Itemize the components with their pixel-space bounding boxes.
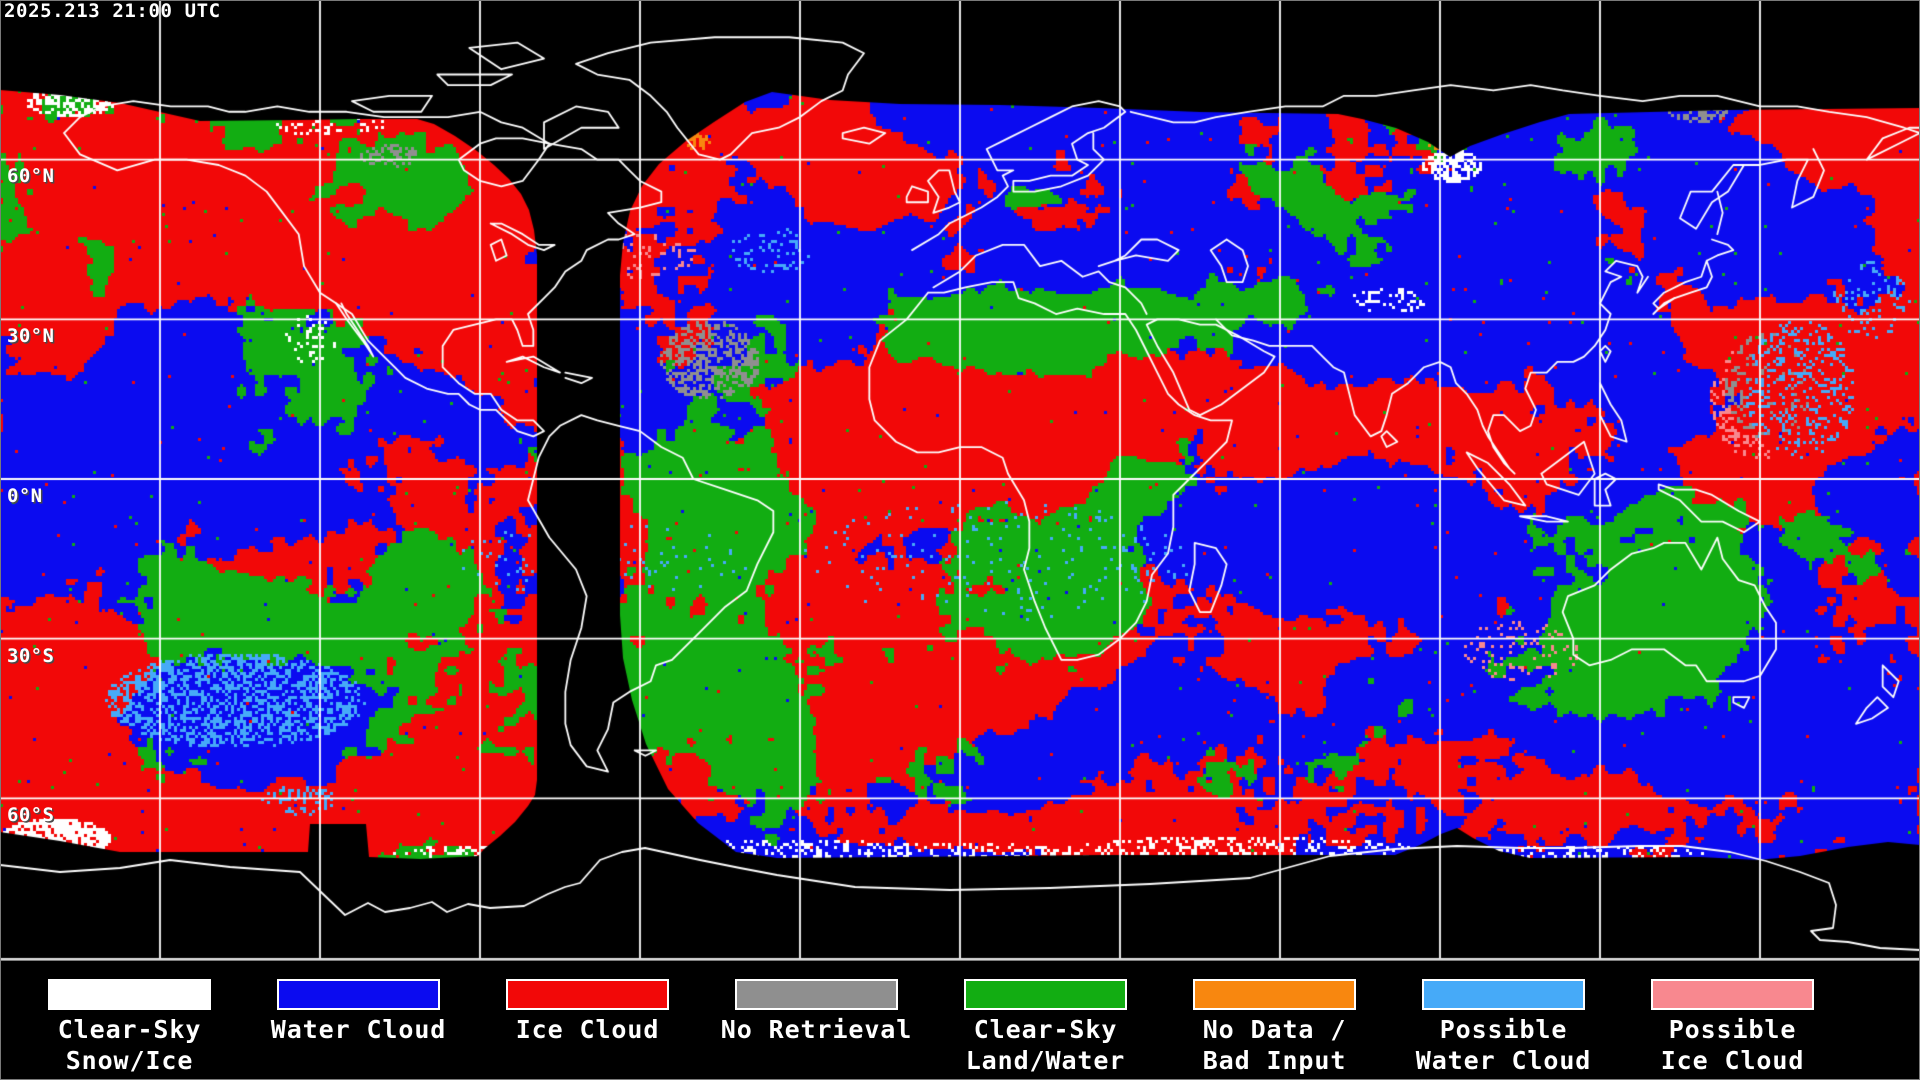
- legend-swatch-ice-cloud: [506, 979, 669, 1010]
- legend-swatch-water-cloud: [277, 979, 440, 1010]
- lat-label-30n: 30°N: [7, 325, 55, 347]
- legend-label-clear-sky-land-water: Clear-Sky Land/Water: [965, 1015, 1126, 1075]
- legend-swatch-clear-sky-land-water: [964, 979, 1127, 1010]
- legend-swatch-possible-ice-cloud: [1651, 979, 1814, 1010]
- legend-swatch-possible-water-cloud: [1422, 979, 1585, 1010]
- legend-label-clear-sky-snow-ice: Clear-Sky Snow/Ice: [57, 1015, 202, 1075]
- timestamp-label: 2025.213 21:00 UTC: [4, 0, 221, 22]
- legend-bar: Clear-Sky Snow/Ice Water Cloud Ice Cloud No…: [0, 961, 1920, 1080]
- legend-swatch-no-data-bad-input: [1193, 979, 1356, 1010]
- legend-swatch-clear-sky-snow-ice: [48, 979, 211, 1010]
- lat-label-60n: 60°N: [7, 165, 55, 187]
- legend-label-no-data-bad-input: No Data / Bad Input: [1202, 1015, 1347, 1075]
- legend-label-possible-ice-cloud: Possible Ice Cloud: [1660, 1015, 1805, 1075]
- legend-label-ice-cloud: Ice Cloud: [515, 1015, 660, 1044]
- legend-label-possible-water-cloud: Possible Water Cloud: [1415, 1015, 1592, 1075]
- legend-label-no-retrieval: No Retrieval: [720, 1015, 913, 1044]
- lat-label-0n: 0°N: [7, 485, 43, 507]
- legend-swatch-no-retrieval: [735, 979, 898, 1010]
- lat-label-30s: 30°S: [7, 645, 55, 667]
- lat-label-60s: 60°S: [7, 804, 55, 826]
- cloud-mask-map: [0, 0, 1920, 961]
- legend-label-water-cloud: Water Cloud: [270, 1015, 447, 1044]
